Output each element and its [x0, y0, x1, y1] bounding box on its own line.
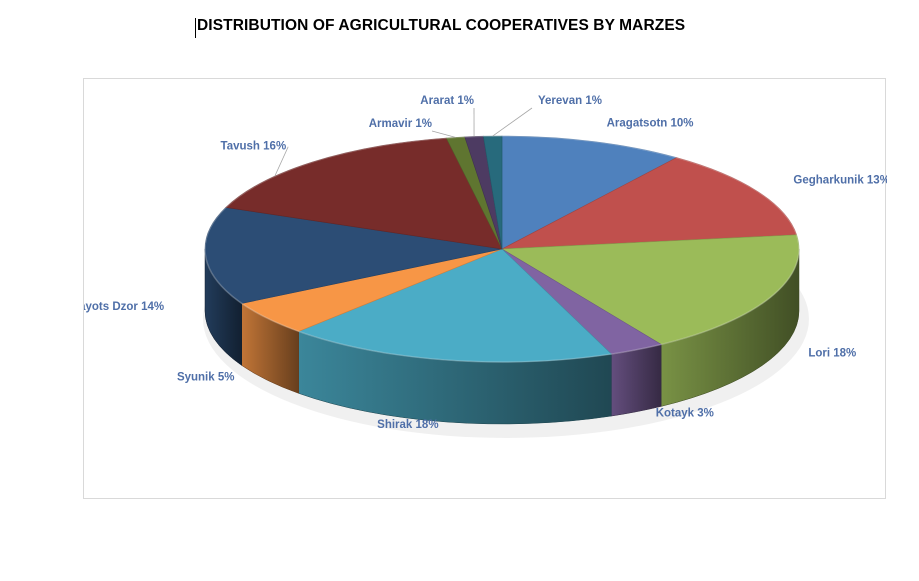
pie-slice-yerevan[interactable]	[482, 135, 503, 250]
leader-line	[492, 107, 533, 137]
data-label-syunik: Syunik 5%	[177, 372, 235, 384]
pie-chart: Aragatsotn 10% Gegharkunik 13% Lori 18% Kot…	[84, 95, 887, 438]
pie-side-kotayk	[611, 344, 662, 417]
data-label-gegharkunik: Gegharkunik 13%	[793, 174, 887, 186]
data-label-lori: Lori 18%	[808, 348, 856, 360]
data-label-yerevan: Yerevan 1%	[538, 95, 602, 107]
data-label-shirak: Shirak 18%	[377, 419, 438, 431]
pie-top-faces	[204, 135, 800, 363]
pie-slice-aragatsotn[interactable]	[501, 135, 678, 250]
pie-side-walls	[204, 248, 800, 425]
data-label-vayots-dzor: Vayots Dzor 14%	[84, 301, 164, 313]
data-label-tavush: Tavush 16%	[221, 141, 287, 153]
data-label-aragatsotn: Aragatsotn 10%	[607, 117, 694, 129]
pie-slice-lori[interactable]	[500, 234, 800, 345]
data-label-ararat: Ararat 1%	[420, 95, 474, 107]
data-label-kotayk: Kotayk 3%	[656, 407, 714, 419]
data-labels: Aragatsotn 10% Gegharkunik 13% Lori 18% Kot…	[84, 95, 887, 431]
text-cursor	[195, 18, 196, 38]
data-label-armavir: Armavir 1%	[369, 118, 432, 130]
pie-rim	[204, 135, 800, 363]
pie-slice-tavush[interactable]	[225, 137, 503, 250]
pie-slice-gegharkunik[interactable]	[501, 157, 798, 250]
chart-title: DISTRIBUTION OF AGRICULTURAL COOPERATIVE…	[197, 17, 686, 34]
pie-slice-shirak[interactable]	[297, 248, 612, 363]
leader-line	[274, 146, 289, 177]
leader-line	[431, 130, 456, 138]
chart-area[interactable]: Aragatsotn 10% Gegharkunik 13% Lori 18% Kot…	[83, 78, 887, 499]
pie-slice-vayots-dzor[interactable]	[204, 207, 503, 304]
